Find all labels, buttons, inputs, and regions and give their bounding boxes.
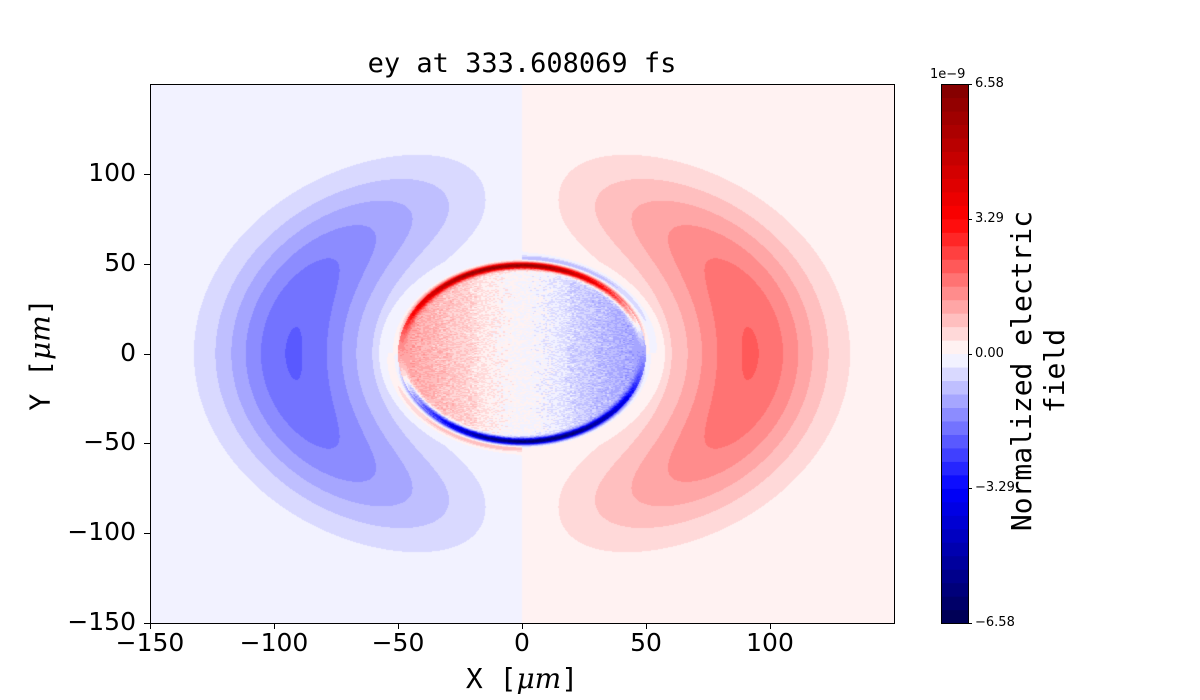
colorbar-level	[941, 191, 968, 206]
colorbar-level	[941, 528, 968, 543]
colorbar-level	[941, 434, 968, 449]
x-tick-mark	[770, 623, 771, 629]
colorbar-tick-label: 6.58	[975, 76, 1004, 91]
x-tick-label: −150	[115, 628, 185, 657]
colorbar-level	[941, 393, 968, 408]
colorbar-level	[941, 164, 968, 179]
colorbar-level	[941, 353, 968, 368]
plot-frame	[150, 84, 895, 624]
colorbar-level	[941, 218, 968, 233]
colorbar-level	[941, 299, 968, 314]
colorbar-level	[941, 609, 968, 623]
y-tick-label: 50	[104, 247, 136, 277]
colorbar-level	[941, 97, 968, 112]
colorbar-level	[941, 366, 968, 382]
colorbar-label: Normalized electric field	[1005, 210, 1071, 532]
colorbar-level	[941, 474, 968, 489]
colorbar-level	[941, 542, 968, 557]
colorbar-level	[941, 84, 968, 99]
colorbar-level	[941, 313, 968, 328]
x-tick-mark	[274, 623, 275, 629]
colorbar-level	[941, 501, 968, 516]
x-tick-label: 0	[514, 628, 530, 657]
colorbar-level	[941, 569, 968, 584]
colorbar-tick-mark	[968, 623, 972, 624]
chart-title: ey at 333.608069 fs	[367, 48, 677, 79]
colorbar	[941, 84, 968, 623]
x-tick-label: −50	[371, 628, 425, 657]
colorbar-tick-label: −6.58	[975, 615, 1015, 630]
colorbar-level	[941, 380, 968, 395]
colorbar-level	[941, 326, 968, 341]
colorbar-tick-label: 3.29	[975, 210, 1004, 226]
colorbar-level	[941, 286, 968, 301]
colorbar-level	[941, 232, 968, 247]
field-contour-plot	[150, 84, 894, 623]
y-tick-label: 100	[88, 157, 136, 187]
colorbar-level	[941, 582, 968, 597]
x-tick-mark	[646, 623, 647, 629]
colorbar-level	[941, 124, 968, 139]
x-tick-label: 100	[746, 628, 794, 657]
y-tick-label: 0	[120, 337, 136, 367]
colorbar-level	[941, 340, 968, 355]
colorbar-level	[941, 555, 968, 570]
colorbar-tick-label: −3.29	[975, 480, 1015, 496]
colorbar-tick-mark	[968, 218, 972, 220]
colorbar-level	[941, 137, 968, 152]
colorbar-level	[941, 407, 968, 422]
y-tick-mark	[144, 623, 150, 624]
y-tick-mark	[144, 353, 150, 355]
y-tick-mark	[144, 443, 150, 445]
colorbar-tick-mark	[968, 84, 972, 85]
colorbar-level	[941, 110, 968, 126]
colorbar-tick-mark	[968, 488, 972, 490]
x-tick-mark	[398, 623, 399, 629]
colorbar-level	[941, 488, 968, 503]
colorbar-level	[941, 178, 968, 193]
y-tick-mark	[144, 533, 150, 535]
y-tick-label: −100	[67, 517, 136, 547]
colorbar-level	[941, 461, 968, 476]
y-tick-mark	[144, 173, 150, 175]
colorbar-level	[941, 515, 968, 530]
colorbar-tick-mark	[968, 353, 972, 355]
colorbar-level	[941, 259, 968, 274]
colorbar-exponent: 1e−9	[930, 67, 966, 82]
y-tick-mark	[144, 263, 150, 265]
colorbar-level	[941, 272, 968, 287]
colorbar-level	[941, 447, 968, 462]
colorbar-level	[941, 420, 968, 435]
colorbar-frame	[941, 84, 969, 624]
x-tick-mark	[150, 623, 151, 629]
colorbar-tick-label: 0.00	[975, 345, 1004, 361]
colorbar-level	[941, 596, 968, 611]
colorbar-level	[941, 151, 968, 166]
x-tick-mark	[522, 623, 523, 629]
y-tick-label: −50	[83, 427, 136, 457]
x-axis-label: X [μm]	[465, 662, 579, 695]
colorbar-level	[941, 245, 968, 260]
y-tick-label: −150	[67, 607, 136, 636]
x-tick-label: 50	[630, 628, 662, 657]
colorbar-level	[941, 205, 968, 220]
x-tick-label: −100	[239, 628, 309, 657]
